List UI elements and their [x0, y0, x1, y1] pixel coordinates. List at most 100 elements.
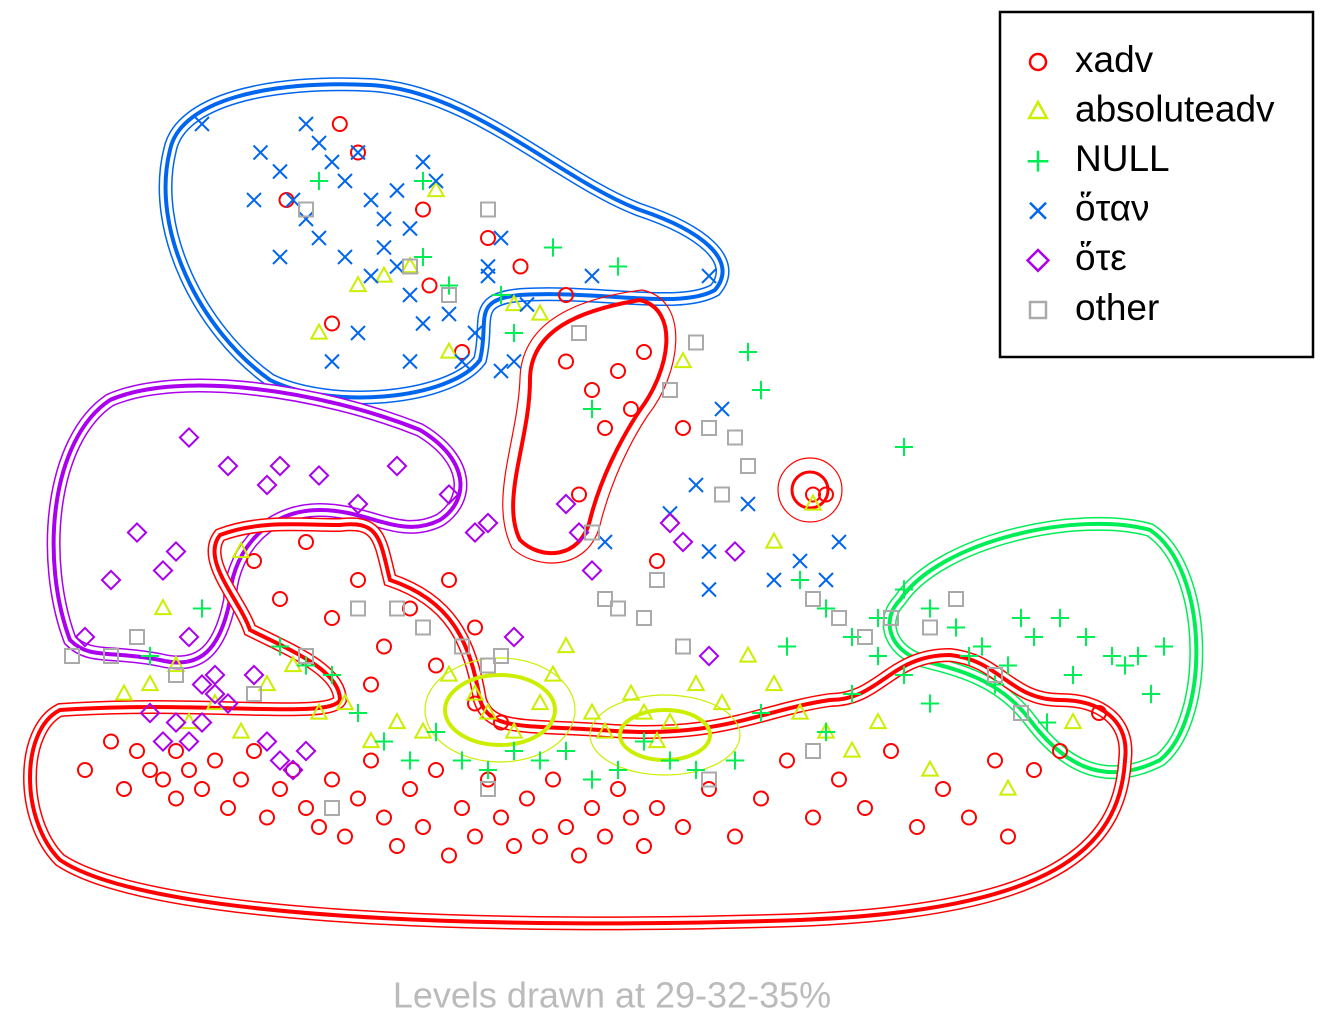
marker-circle: [467, 828, 483, 845]
marker-triangle: [530, 303, 550, 321]
marker-cross: [337, 173, 353, 189]
marker-cross: [441, 306, 457, 322]
marker-square: [480, 781, 496, 797]
marker-square: [1013, 705, 1029, 721]
marker-plus: [816, 722, 836, 742]
legend-label: ὅτε: [1075, 237, 1127, 278]
marker-circle: [181, 762, 197, 778]
marker-cross: [285, 192, 301, 208]
marker-triangle: [647, 731, 667, 749]
marker-cross: [701, 543, 717, 560]
marker-square: [714, 486, 730, 503]
marker-cross: [194, 116, 210, 132]
marker-circle: [350, 572, 366, 588]
marker-circle: [623, 401, 639, 417]
marker-diamond: [347, 493, 369, 515]
marker-circle: [415, 201, 431, 218]
marker-square: [701, 420, 717, 436]
marker-circle: [298, 800, 314, 816]
marker-plus: [452, 751, 472, 770]
marker-circle: [935, 781, 951, 797]
marker-square: [922, 619, 938, 636]
marker-circle: [428, 762, 444, 778]
marker-cross: [597, 534, 613, 550]
marker-plus: [348, 703, 368, 723]
marker-square: [1028, 300, 1048, 320]
marker-plus: [920, 599, 940, 618]
marker-circle: [987, 752, 1003, 769]
marker-triangle: [868, 712, 888, 730]
marker-triangle: [387, 712, 407, 730]
marker-plus: [1128, 646, 1148, 666]
marker-cross: [519, 296, 535, 313]
marker-circle: [376, 638, 392, 655]
marker-square: [649, 572, 665, 588]
marker-circle: [805, 809, 821, 826]
marker-circle: [636, 344, 652, 360]
legend-label: absoluteadv: [1075, 88, 1275, 129]
marker-square: [610, 600, 626, 617]
marker-diamond: [464, 521, 486, 544]
marker-plus: [582, 770, 602, 789]
marker-triangle: [660, 712, 680, 730]
marker-square: [441, 287, 457, 303]
marker-square: [571, 325, 587, 341]
marker-circle: [818, 486, 834, 503]
marker-circle: [142, 762, 158, 778]
marker-circle: [298, 534, 314, 550]
marker-diamond: [282, 759, 304, 781]
marker-plus: [1037, 713, 1057, 732]
marker-triangle: [335, 693, 355, 711]
marker-triangle: [712, 693, 732, 711]
marker-cross: [311, 230, 327, 246]
marker-plus: [751, 703, 771, 723]
marker-cross: [252, 144, 269, 161]
marker-circle: [610, 363, 626, 379]
marker-circle: [831, 771, 847, 788]
marker-cross: [272, 249, 288, 265]
marker-triangle: [114, 683, 134, 701]
marker-square: [298, 648, 314, 664]
marker-diamond: [438, 483, 460, 506]
marker-circle: [649, 553, 665, 569]
marker-cross: [402, 287, 418, 303]
marker-plus: [439, 276, 459, 295]
marker-diamond: [269, 749, 291, 772]
marker-circle: [363, 676, 379, 693]
marker-circle: [480, 230, 496, 246]
marker-diamond: [74, 626, 96, 648]
marker-triangle: [309, 702, 329, 720]
marker-diamond: [178, 426, 200, 449]
marker-circle: [597, 420, 613, 436]
marker-plus: [270, 637, 290, 656]
contour-purple: [46, 378, 468, 670]
marker-square: [168, 667, 184, 683]
marker-diamond: [269, 455, 291, 477]
marker-circle: [636, 838, 652, 854]
marker-square: [883, 610, 899, 626]
marker-square: [987, 667, 1003, 683]
marker-triangle: [374, 265, 394, 283]
marker-circle: [337, 828, 353, 845]
marker-plus: [751, 380, 771, 400]
marker-cross: [246, 192, 262, 208]
marker-square: [636, 610, 652, 626]
marker-circle: [389, 838, 405, 854]
marker-circle: [532, 828, 548, 845]
marker-circle: [259, 809, 275, 826]
marker-diamond: [256, 730, 278, 753]
marker-plus: [1050, 608, 1070, 628]
marker-diamond: [256, 474, 278, 496]
marker-triangle: [543, 664, 563, 682]
marker-triangle: [179, 712, 199, 730]
marker-diamond: [165, 711, 187, 734]
marker-square: [298, 201, 314, 218]
marker-plus: [1011, 608, 1031, 628]
marker-triangle: [361, 731, 381, 749]
marker-diamond: [217, 692, 239, 715]
marker-plus: [972, 637, 992, 656]
marker-plus: [504, 323, 524, 343]
marker-circle: [421, 277, 438, 294]
marker-circle: [545, 771, 561, 788]
